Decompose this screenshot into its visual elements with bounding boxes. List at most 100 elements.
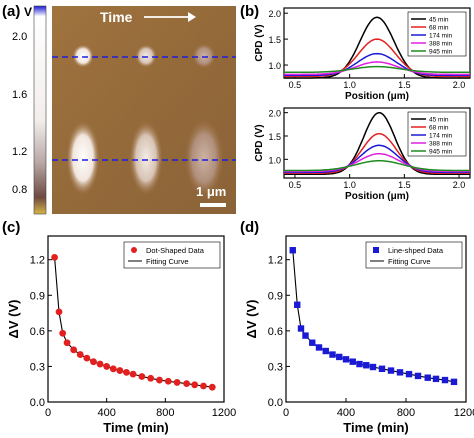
data-point: [156, 376, 163, 384]
legend-label: Fitting Curve: [388, 257, 431, 266]
x-tick-label: 1.5: [398, 80, 411, 90]
time-arrow-head: [188, 12, 196, 22]
legend-marker: [373, 247, 379, 253]
series-line-945-min: [284, 159, 470, 172]
x-tick-label: 0.5: [289, 80, 302, 90]
panel-label-c: (c): [2, 219, 20, 236]
series-line-388-min: [284, 61, 470, 76]
legend-label: 68 min: [429, 25, 449, 32]
y-axis-label: ΔV (V): [244, 300, 259, 339]
data-point: [59, 329, 67, 337]
line-spot-t2: [129, 120, 163, 196]
data-point: [405, 370, 413, 378]
y-tick-label: 0.6: [30, 326, 45, 338]
data-point: [432, 375, 440, 383]
fitting-curve: [54, 257, 213, 388]
data-point: [109, 365, 117, 373]
x-tick-label: 2.0: [453, 180, 466, 190]
legend-box: [123, 241, 221, 269]
legend-label: 68 min: [429, 125, 449, 132]
data-point: [83, 354, 91, 362]
data-point: [297, 325, 305, 332]
data-point: [63, 339, 71, 347]
data-point: [414, 372, 422, 380]
colorbar-strip: [33, 5, 47, 215]
y-tick-label: 0.9: [268, 290, 283, 302]
y-tick-label: 2.0: [268, 9, 281, 19]
colorbar-tick-1-2: 1.2: [12, 146, 27, 158]
time-arrow-label: Time: [100, 9, 133, 25]
data-point: [302, 332, 309, 339]
data-point: [200, 382, 207, 390]
x-tick-label: 400: [337, 407, 355, 419]
data-point: [309, 339, 316, 346]
colorbar-tick-2-0: 2.0: [12, 31, 27, 43]
series-line-45-min: [284, 111, 470, 176]
y-tick-label: 1.5: [268, 132, 281, 142]
chart-b-bottom: 0.5 1.0 1.5 2.0 1.0 1.5 2.0 Position (μm) CPD (V…: [254, 107, 471, 202]
data-point: [116, 367, 124, 374]
series-line-68-min: [284, 132, 470, 175]
data-point: [336, 353, 343, 361]
y-tick-label: 2.0: [268, 109, 281, 119]
legend-label: Fitting Curve: [146, 257, 189, 266]
plot-frame: [285, 235, 467, 403]
scale-bar: [200, 203, 226, 207]
y-tick-label: 0.6: [268, 326, 283, 338]
scale-bar-label: 1 μm: [196, 184, 226, 199]
dot-spot-t2: [135, 44, 157, 68]
data-point: [349, 358, 356, 365]
panel-label-a: (a): [2, 3, 20, 20]
data-point: [103, 363, 111, 370]
panel-label-d: (d): [240, 219, 259, 236]
legend-label: 388 min: [429, 41, 453, 48]
fitting-curve: [292, 250, 455, 383]
data-point: [396, 369, 404, 376]
line-spot-t3: [184, 118, 224, 198]
data-point: [191, 381, 199, 389]
legend-label: 945 min: [429, 49, 453, 56]
y-axis-label: CPD (V): [254, 24, 265, 61]
legend-label: Line-shped Data: [388, 246, 444, 255]
data-point: [138, 373, 146, 380]
data-point: [322, 347, 329, 355]
colorbar-tick-1-6: 1.6: [12, 89, 27, 101]
data-point: [90, 358, 97, 366]
x-tick-label: 2.0: [453, 80, 466, 90]
data-point: [129, 370, 137, 378]
data-point: [123, 368, 130, 376]
data-point: [96, 360, 104, 368]
legend-label: 45 min: [429, 117, 449, 124]
legend-label: 174 min: [429, 133, 453, 140]
data-point: [450, 378, 458, 386]
dot-spot-t3: [192, 43, 216, 69]
x-axis-label: Time (min): [343, 420, 409, 435]
data-point: [208, 383, 216, 391]
y-tick-label: 1.0: [268, 61, 281, 71]
chart-d: 0 400 800 1200 0.0 0.3 0.6 0.9 1.2 Time (min) ΔV (…: [244, 235, 474, 435]
data-point: [363, 362, 370, 369]
x-tick-label: 1.0: [343, 180, 356, 190]
plot-frame: [283, 7, 471, 79]
y-tick-label: 1.2: [30, 255, 45, 267]
data-point: [329, 351, 336, 358]
data-point: [51, 253, 58, 261]
data-point: [294, 301, 301, 308]
afm-image: Time 1 μm: [52, 6, 236, 214]
data-point: [173, 379, 181, 386]
series-line-45-min: [284, 16, 470, 79]
legend-marker: [131, 247, 137, 253]
plot-frame: [47, 235, 225, 403]
series-line-945-min: [284, 65, 470, 74]
data-point: [289, 247, 296, 254]
y-tick-label: 0.3: [268, 361, 283, 373]
y-tick-label: 0.9: [30, 290, 45, 302]
x-tick-label: 400: [97, 407, 115, 419]
y-axis-label: CPD (V): [254, 124, 265, 161]
x-axis-label: Position (μm): [345, 91, 409, 102]
legend-label: 45 min: [429, 17, 449, 24]
colorbar-tick-0-8: 0.8: [12, 184, 27, 196]
data-point: [55, 308, 63, 316]
y-tick-label: 0.0: [30, 397, 45, 409]
